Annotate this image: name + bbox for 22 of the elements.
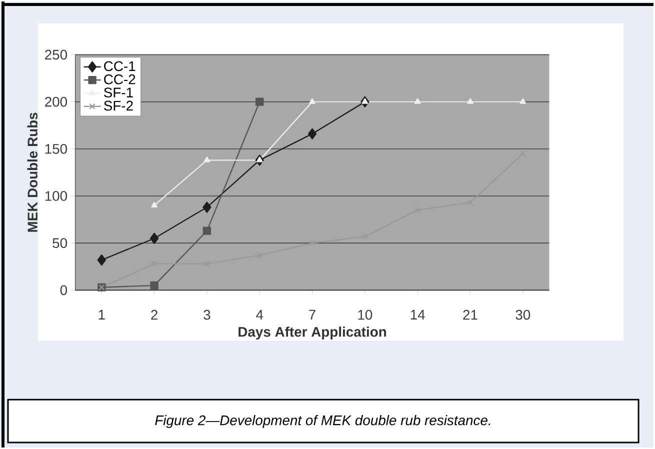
x-tick-label: 1	[98, 310, 105, 320]
x-tick-label: 7	[309, 310, 316, 320]
y-tick-label: 150	[45, 144, 68, 154]
y-axis-title: MEK Double Rubs	[27, 112, 38, 232]
legend-label: CC-2	[104, 74, 136, 84]
text: Figure 2—Development of MEK double rub resistance.	[155, 415, 490, 428]
y-tick-label: 0	[60, 285, 68, 296]
legend-label: CC-1	[104, 61, 136, 72]
x-tick-label: 21	[463, 310, 478, 320]
x-tick-label: 14	[410, 310, 425, 320]
y-tick-label: 50	[52, 238, 68, 248]
x-tick-label: 10	[358, 310, 372, 320]
y-tick-label: 200	[45, 96, 68, 107]
x-tick-label: 4	[256, 310, 264, 320]
x-tick-label: 2	[151, 310, 158, 320]
legend-label: SF-1	[104, 88, 133, 98]
y-tick-label: 250	[45, 50, 68, 60]
y-tick-label: 100	[45, 191, 68, 201]
x-tick-label: 30	[516, 310, 530, 320]
legend-label: SF-2	[104, 100, 133, 111]
x-tick-label: 3	[204, 310, 210, 320]
x-axis-title: Days After Application	[238, 326, 386, 340]
